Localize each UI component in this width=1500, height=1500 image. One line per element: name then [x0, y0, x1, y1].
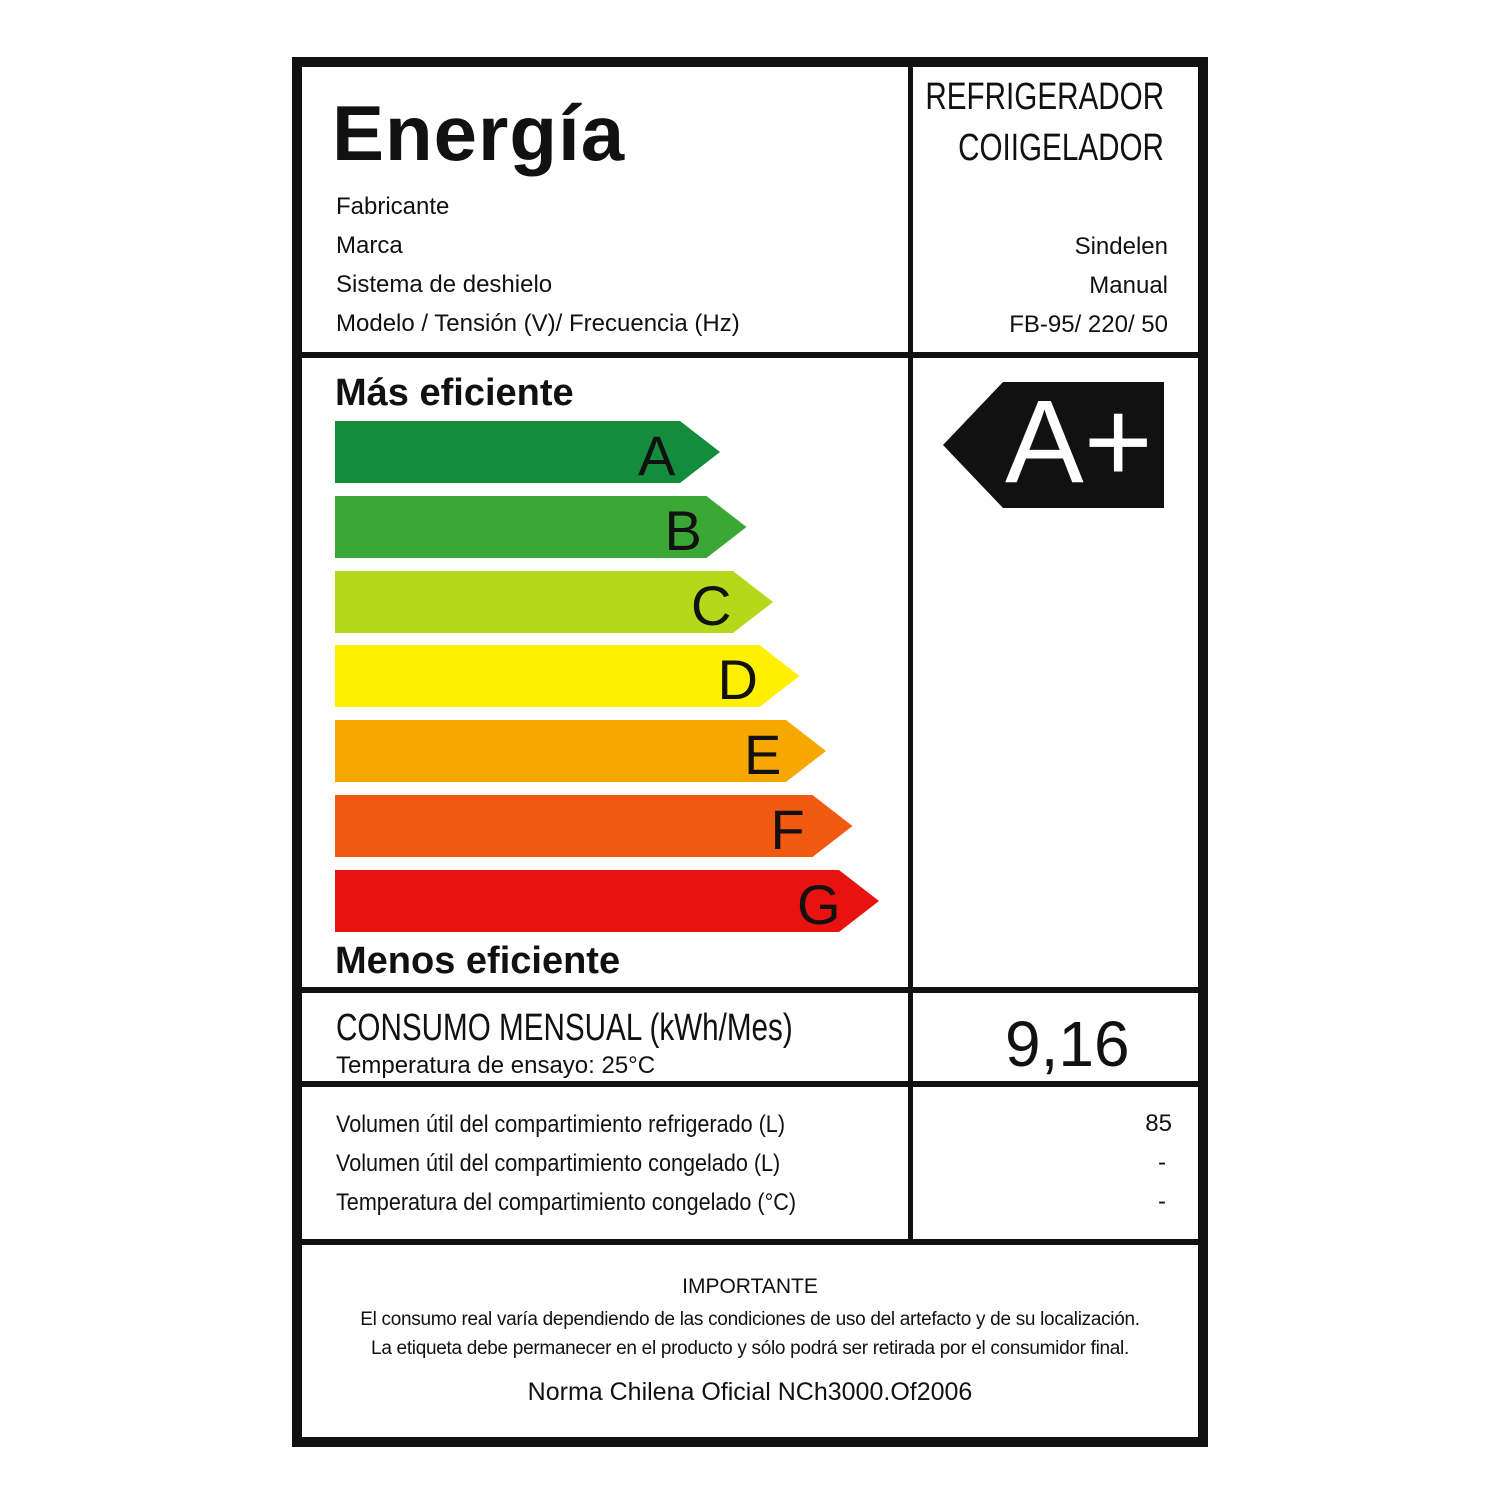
brand-label: Marca	[336, 232, 403, 259]
rating-value: A+	[1005, 376, 1153, 508]
column-divider	[908, 67, 913, 1242]
divider	[302, 1081, 1198, 1087]
efficiency-letter: F	[770, 798, 805, 861]
defrost-label: Sistema de deshielo	[336, 271, 553, 298]
model-value: FB-95/ 220/ 50	[1009, 311, 1168, 338]
spec-value: 85	[1145, 1110, 1172, 1137]
consumption-label: CONSUMO MENSUAL (kWh/Mes)	[336, 1007, 793, 1049]
label-frame	[292, 57, 1208, 1447]
spec-value: -	[1158, 1149, 1166, 1176]
efficiency-bar-c: C	[335, 570, 773, 637]
consumption-value: 9,16	[1005, 1008, 1130, 1080]
spec-label: Volumen útil del compartimiento congelad…	[336, 1150, 781, 1177]
efficiency-letter: G	[797, 872, 841, 936]
defrost-value: Manual	[1089, 272, 1168, 299]
manufacturer-label: Fabricante	[336, 193, 450, 220]
efficiency-letter: E	[744, 723, 782, 787]
most-efficient-label: Más eficiente	[335, 372, 574, 414]
efficiency-bar-f: F	[335, 795, 853, 861]
divider	[302, 987, 1198, 993]
rating-badge: A+	[943, 376, 1164, 508]
efficiency-letter: A	[638, 424, 676, 487]
model-label: Modelo / Tensión (V)/ Frecuencia (Hz)	[336, 310, 740, 337]
footer-heading: IMPORTANTE	[682, 1275, 818, 1298]
efficiency-bar-b: B	[335, 495, 747, 562]
norm-reference: Norma Chilena Oficial NCh3000.Of2006	[527, 1378, 973, 1406]
divider	[302, 1239, 1198, 1245]
footer-line1: El consumo real varía dependiendo de las…	[360, 1309, 1140, 1330]
rating-arrow-shape	[943, 382, 1164, 508]
test-temperature: Temperatura de ensayo: 25°C	[336, 1052, 656, 1079]
efficiency-letter: C	[691, 573, 732, 637]
efficiency-bar-e: E	[335, 720, 826, 786]
spec-value: -	[1158, 1188, 1166, 1215]
efficiency-bar-a: A	[335, 421, 720, 487]
category-line2: COIIGELADOR	[958, 127, 1164, 169]
least-efficient-label: Menos eficiente	[335, 940, 621, 982]
efficiency-letter: D	[717, 648, 758, 712]
efficiency-bar-d: D	[335, 645, 800, 711]
efficiency-letter: B	[664, 498, 702, 562]
brand-value: Sindelen	[1074, 233, 1168, 260]
category-line1: REFRIGERADOR	[925, 76, 1164, 118]
efficiency-bar-g: G	[335, 869, 879, 936]
spec-label: Temperatura del compartimiento congelado…	[336, 1189, 797, 1216]
page-title: Energía	[332, 89, 626, 177]
divider	[302, 352, 1198, 358]
footer-line2: La etiqueta debe permanecer en el produc…	[371, 1338, 1129, 1359]
spec-label: Volumen útil del compartimiento refriger…	[336, 1111, 786, 1138]
